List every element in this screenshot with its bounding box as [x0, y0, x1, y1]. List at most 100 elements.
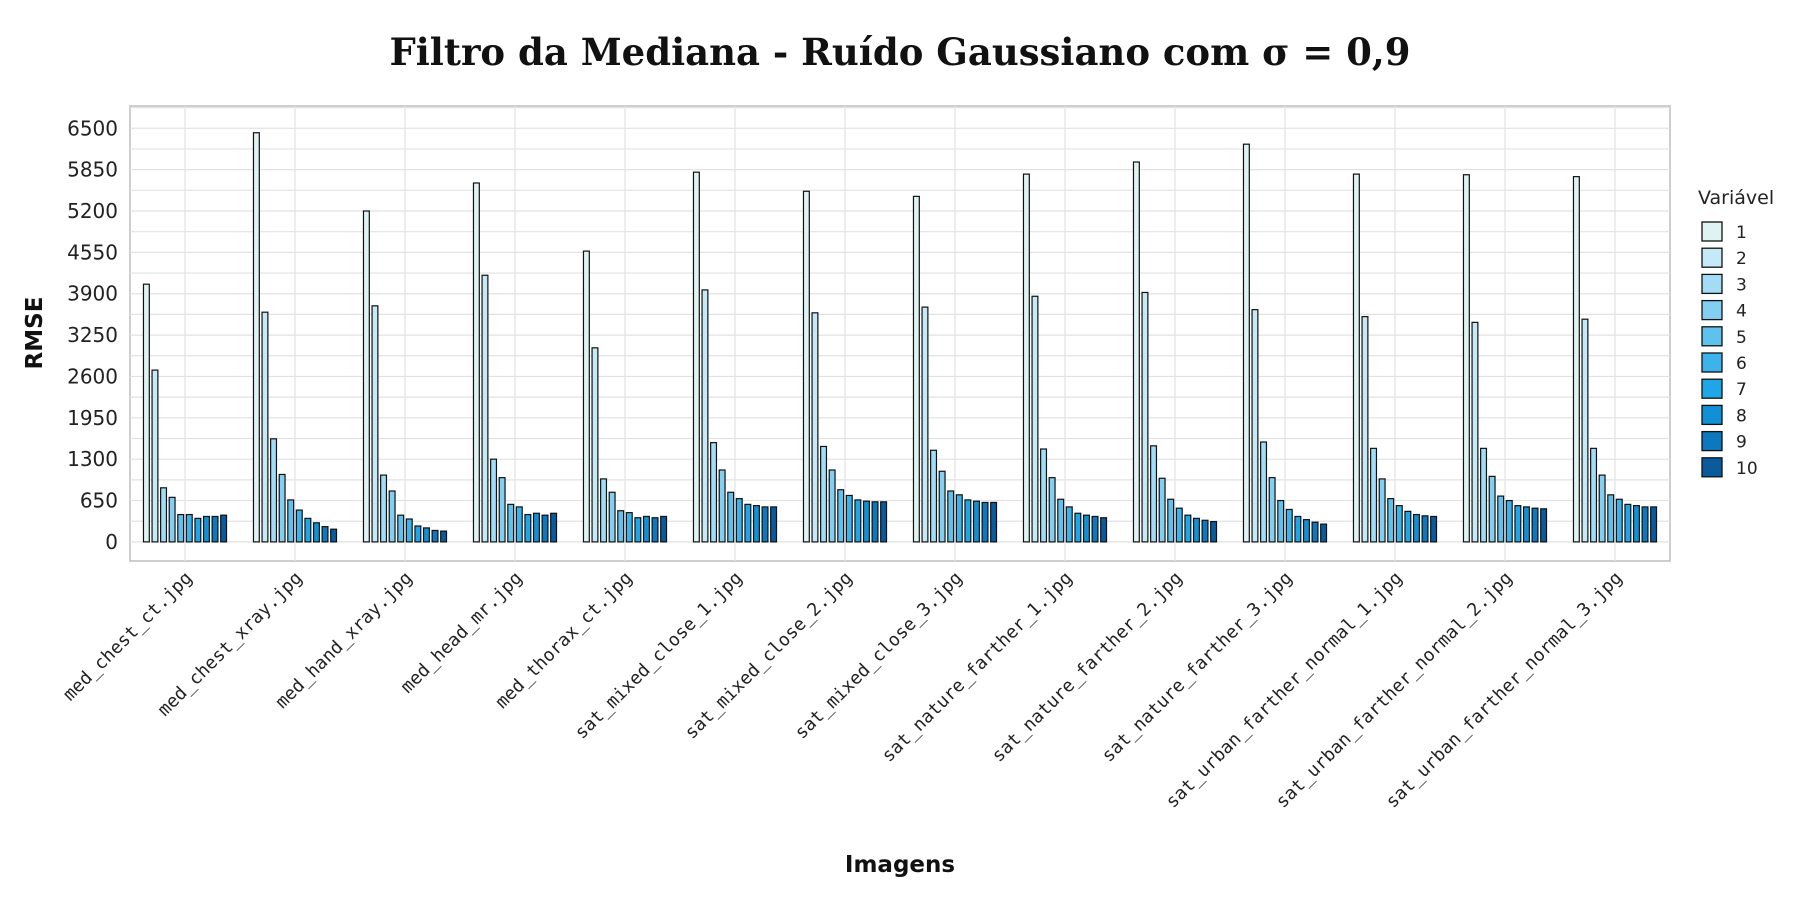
- legend-label: 9: [1736, 433, 1747, 453]
- bar: [541, 514, 549, 543]
- bar: [990, 501, 998, 543]
- bar: [642, 515, 650, 543]
- bar: [955, 494, 963, 543]
- legend-swatch: [1701, 221, 1723, 242]
- bar: [1150, 445, 1158, 543]
- legend-swatch: [1701, 247, 1723, 268]
- bar: [1294, 515, 1302, 543]
- bar: [1074, 512, 1082, 543]
- bar: [168, 496, 176, 543]
- bar: [608, 491, 616, 543]
- bar: [1192, 517, 1200, 543]
- bar: [845, 494, 853, 543]
- bar: [490, 458, 498, 543]
- bar: [1572, 176, 1580, 543]
- y-tick-label: 3900: [67, 282, 118, 306]
- bar: [947, 490, 955, 543]
- bar: [278, 473, 286, 543]
- bar: [761, 506, 769, 543]
- bar: [1167, 498, 1175, 543]
- bar: [202, 515, 210, 543]
- bar: [440, 530, 448, 543]
- y-tick-label: 1300: [67, 447, 118, 471]
- x-tick-label: sat_nature_farther_1.jpg: [878, 568, 1077, 767]
- bar: [1531, 507, 1539, 543]
- bar: [1522, 506, 1530, 543]
- bar: [660, 515, 668, 543]
- bar: [634, 517, 642, 543]
- bar: [1624, 503, 1632, 543]
- x-axis-title: Imagens: [845, 852, 955, 878]
- x-tick-label: sat_nature_farther_3.jpg: [1098, 568, 1297, 767]
- bar: [524, 513, 532, 543]
- bar: [1395, 505, 1403, 543]
- bar: [981, 501, 989, 543]
- bar: [1065, 506, 1073, 543]
- bar: [397, 514, 405, 543]
- bar: [414, 525, 422, 543]
- legend-label: 4: [1736, 302, 1747, 322]
- bar: [160, 487, 168, 543]
- bar: [1277, 499, 1285, 543]
- bar: [472, 182, 480, 543]
- legend-label: 10: [1736, 459, 1758, 479]
- bar: [1650, 506, 1658, 543]
- bars: [142, 132, 1658, 543]
- bar: [862, 500, 870, 543]
- bar: [1641, 506, 1649, 543]
- bar: [718, 469, 726, 543]
- bar: [1175, 507, 1183, 543]
- bar: [582, 250, 590, 543]
- bar: [1022, 173, 1030, 543]
- bar: [1100, 517, 1108, 543]
- y-tick-label: 5200: [67, 199, 118, 223]
- bar: [287, 499, 295, 543]
- bar: [1132, 161, 1140, 543]
- bar: [1311, 521, 1319, 543]
- y-tick-label: 5850: [67, 158, 118, 182]
- bar: [304, 517, 312, 543]
- bar: [1514, 505, 1522, 543]
- bar: [752, 505, 760, 543]
- bar: [1320, 523, 1328, 543]
- bar: [1404, 510, 1412, 543]
- bar: [371, 305, 379, 543]
- y-tick-label: 2600: [67, 364, 118, 388]
- bar: [388, 490, 396, 543]
- bar: [701, 289, 709, 543]
- bar: [1201, 519, 1209, 543]
- bar: [1210, 520, 1218, 543]
- bar: [481, 274, 489, 543]
- legend-swatch: [1701, 326, 1723, 347]
- bar: [1184, 514, 1192, 543]
- legend-swatch: [1701, 378, 1723, 399]
- bar: [270, 438, 278, 543]
- bar: [1632, 505, 1640, 543]
- legend-label: 6: [1736, 354, 1747, 374]
- bar: [1242, 143, 1250, 543]
- bar: [1581, 318, 1589, 543]
- bar: [591, 347, 599, 543]
- bar: [964, 499, 972, 543]
- bar: [1488, 475, 1496, 543]
- bar: [871, 501, 879, 543]
- x-tick-label: sat_nature_farther_2.jpg: [988, 568, 1187, 767]
- bar: [1505, 499, 1513, 543]
- bar: [252, 132, 260, 543]
- bar: [1480, 447, 1488, 543]
- bar: [1387, 498, 1395, 543]
- bar: [1361, 316, 1369, 543]
- bar: [727, 491, 735, 543]
- bar: [211, 515, 219, 543]
- y-axis-ticks: 0 650 1300 1950 2600 3250 3900 4550 5200 5850 6500: [67, 116, 118, 554]
- legend-label: 1: [1736, 223, 1747, 243]
- y-tick-label: 3250: [67, 323, 118, 347]
- bar: [1251, 309, 1259, 543]
- bar: [828, 469, 836, 543]
- bar: [930, 449, 938, 543]
- bar: [820, 445, 828, 543]
- bar: [617, 510, 625, 543]
- bar: [515, 506, 523, 543]
- bar: [194, 517, 202, 543]
- bar: [261, 311, 269, 543]
